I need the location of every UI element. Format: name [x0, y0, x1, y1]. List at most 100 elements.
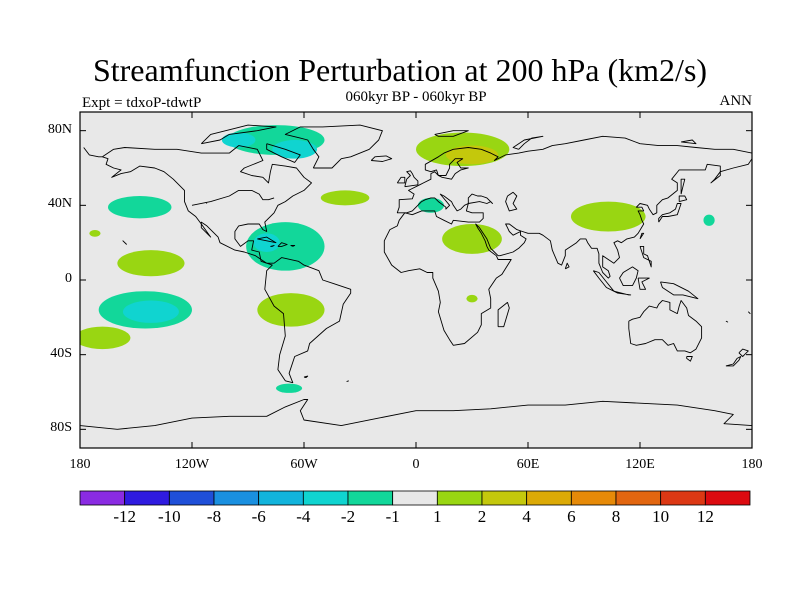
- colorbar-label-0: -12: [113, 507, 136, 526]
- colorbar-swatch-13: [660, 490, 706, 506]
- colorbar: [79, 490, 751, 506]
- coastline-layer: [80, 124, 752, 430]
- anomaly-region-13: [276, 383, 303, 393]
- colorbar-swatch-14: [704, 490, 751, 506]
- coastline-2: [284, 124, 383, 169]
- colorbar-label-3: -6: [251, 507, 266, 526]
- coastline-5: [200, 124, 277, 145]
- period-label: ANN: [719, 93, 753, 109]
- colorbar-swatch-4: [258, 490, 304, 506]
- colorbar-label-7: 1: [433, 507, 442, 526]
- coastline-10: [404, 170, 419, 188]
- anomaly-region-15: [445, 145, 499, 165]
- anomaly-region-18: [466, 294, 478, 303]
- coastline-43: [205, 202, 208, 204]
- coastline-33: [257, 236, 277, 244]
- coastline-11: [396, 176, 406, 184]
- colorbar-swatch-3: [213, 490, 260, 506]
- colorbar-label-10: 6: [567, 507, 576, 526]
- x-tick-label-0: 180: [69, 457, 91, 472]
- colorbar-label-11: 8: [611, 507, 621, 526]
- anomaly-region-3: [320, 190, 370, 206]
- coastline-15: [613, 290, 632, 296]
- y-tick-label-1: 40N: [47, 196, 72, 212]
- x-tick-label-1: 120W: [174, 457, 210, 472]
- x-tick-label-6: 180: [741, 457, 763, 472]
- colorbar-swatch-7: [392, 490, 438, 506]
- x-tick-label-5: 120E: [625, 457, 655, 472]
- coastline-35: [290, 245, 296, 247]
- colorbar-label-5: -2: [340, 507, 356, 526]
- anomaly-region-1: [272, 140, 318, 159]
- coastline-32: [434, 130, 469, 137]
- coastline-24: [628, 300, 703, 354]
- coastline-37: [303, 375, 309, 379]
- anomaly-region-11: [257, 293, 325, 327]
- coastline-8: [505, 191, 518, 212]
- y-tick-label-0: 80N: [47, 121, 72, 137]
- colorbar-label-4: -4: [296, 507, 311, 526]
- x-tick-label-3: 0: [412, 457, 420, 472]
- coastline-20: [639, 232, 645, 240]
- colorbar-swatch-2: [168, 490, 215, 506]
- colorbar-swatch-0: [79, 490, 126, 506]
- coastline-22: [678, 195, 688, 203]
- colorbar-swatch-5: [302, 490, 349, 506]
- colorbar-label-13: 12: [696, 507, 714, 526]
- coastline-34: [277, 242, 288, 247]
- coastline-17: [637, 277, 650, 290]
- coastline-42: [191, 189, 275, 206]
- x-tick-label-4: 60E: [516, 457, 540, 472]
- plot-subtitle: 060kyr BP - 060kyr BP: [345, 89, 487, 105]
- anomaly-region-16: [417, 197, 444, 213]
- coastline-28: [80, 399, 752, 430]
- coastline-1: [102, 156, 267, 264]
- coastline-25: [686, 356, 693, 362]
- coastline-9: [467, 193, 493, 204]
- coastline-16: [619, 266, 639, 287]
- map-background: [80, 112, 752, 448]
- anomaly-layer: [80, 125, 715, 393]
- coastline-29: [83, 147, 103, 158]
- coastline-7: [383, 158, 752, 346]
- anomaly-region-5: [89, 229, 101, 237]
- anomaly-region-10: [122, 300, 179, 323]
- colorbar-label-8: 2: [477, 507, 487, 526]
- anomaly-region-17: [442, 224, 502, 254]
- coastline-39: [122, 240, 128, 245]
- colorbar-label-9: 4: [522, 507, 531, 526]
- coastline-12: [497, 301, 510, 328]
- colorbar-swatch-9: [481, 490, 528, 506]
- colorbar-swatch-12: [615, 490, 662, 506]
- coastline-38: [346, 380, 349, 382]
- y-tick-label-4: 80S: [50, 420, 72, 436]
- colorbar-label-1: -10: [157, 507, 181, 526]
- coastline-26: [725, 356, 742, 367]
- coastline-3: [370, 155, 393, 162]
- coastline-4: [266, 143, 301, 163]
- experiment-label: Expt = tdxoP-tdwtP: [82, 95, 202, 111]
- coastline-41: [725, 320, 729, 323]
- coastline-27: [738, 348, 749, 357]
- colorbar-label-12: 10: [652, 507, 670, 526]
- colorbar-label-2: -8: [206, 507, 222, 526]
- coastline-0: [102, 145, 352, 384]
- coastline-18: [660, 281, 699, 300]
- colorbar-label-6: -1: [385, 507, 400, 526]
- coastline-36: [270, 245, 275, 247]
- anomaly-region-12: [80, 326, 131, 350]
- coastline-40: [747, 311, 751, 315]
- y-tick-label-2: 0: [65, 271, 72, 286]
- anomaly-region-19: [570, 201, 646, 232]
- coastline-23: [680, 178, 686, 195]
- anomaly-region-20: [703, 214, 715, 226]
- coastline-31: [512, 135, 544, 150]
- coastline-6: [396, 135, 752, 214]
- anomaly-region-2: [221, 132, 256, 148]
- y-tick-label-3: 40S: [50, 345, 72, 361]
- colorbar-swatch-8: [436, 490, 483, 506]
- anomaly-region-8: [117, 250, 185, 277]
- colorbar-swatch-10: [526, 490, 572, 506]
- coastline-19: [639, 245, 652, 268]
- anomaly-region-4: [108, 196, 172, 219]
